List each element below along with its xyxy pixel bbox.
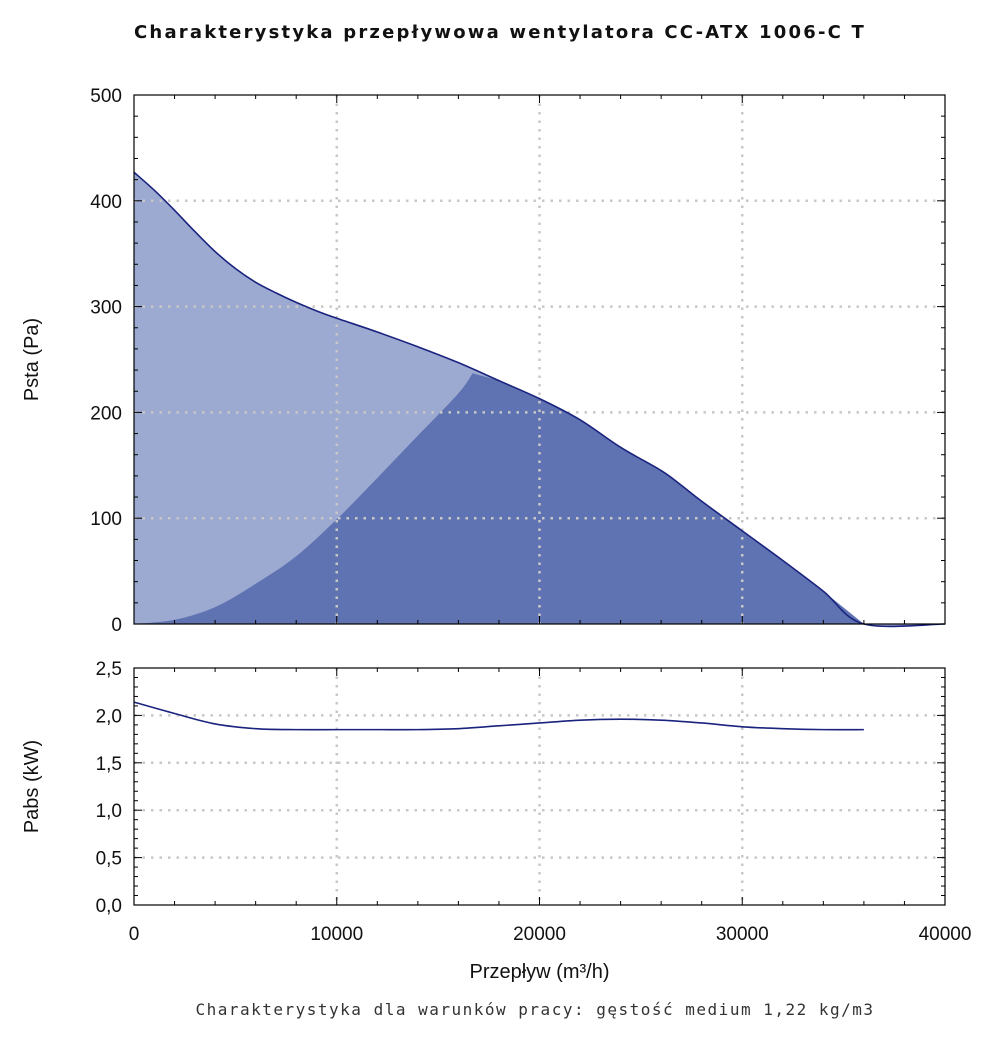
pressure-curve bbox=[133, 171, 946, 628]
y-tick-label: 200 bbox=[90, 403, 122, 424]
x-tick-label: 30000 bbox=[716, 924, 769, 945]
y-axis-label: Psta (Pa) bbox=[21, 318, 43, 401]
y-tick-label: 2,0 bbox=[96, 706, 122, 727]
y-tick-label: 1,5 bbox=[96, 754, 122, 775]
y-tick-label: 0,5 bbox=[96, 849, 122, 870]
power-curve bbox=[133, 701, 864, 731]
power-chart: 0,0 0,5 1,0 1,5 2,0 2,5 0 10000 20000 30000 40000 P… bbox=[21, 659, 971, 983]
y-tick-label: 500 bbox=[90, 86, 122, 107]
operating-area-dark bbox=[134, 373, 945, 624]
chart-title: Charakterystyka przepływowa wentylatora … bbox=[134, 22, 866, 43]
x-tick-label: 0 bbox=[129, 924, 140, 945]
y-axis-label: Pabs (kW) bbox=[21, 740, 43, 833]
y-tick-label: 0,0 bbox=[96, 896, 122, 917]
x-tick-label: 20000 bbox=[513, 924, 566, 945]
x-tick-label: 10000 bbox=[310, 924, 363, 945]
y-tick-label: 300 bbox=[90, 298, 122, 319]
x-axis-label: Przepływ (m³/h) bbox=[469, 961, 609, 983]
y-tick-label: 1,0 bbox=[96, 801, 122, 822]
x-tick-label: 40000 bbox=[919, 924, 972, 945]
y-tick-label: 2,5 bbox=[96, 659, 122, 680]
y-tick-label: 0 bbox=[111, 615, 122, 636]
y-tick-label: 100 bbox=[90, 509, 122, 530]
pressure-chart: 0 100 200 300 400 500 Psta (Pa) bbox=[21, 86, 946, 636]
y-tick-label: 400 bbox=[90, 192, 122, 213]
chart-footer: Charakterystyka dla warunków pracy: gęst… bbox=[195, 1000, 875, 1019]
